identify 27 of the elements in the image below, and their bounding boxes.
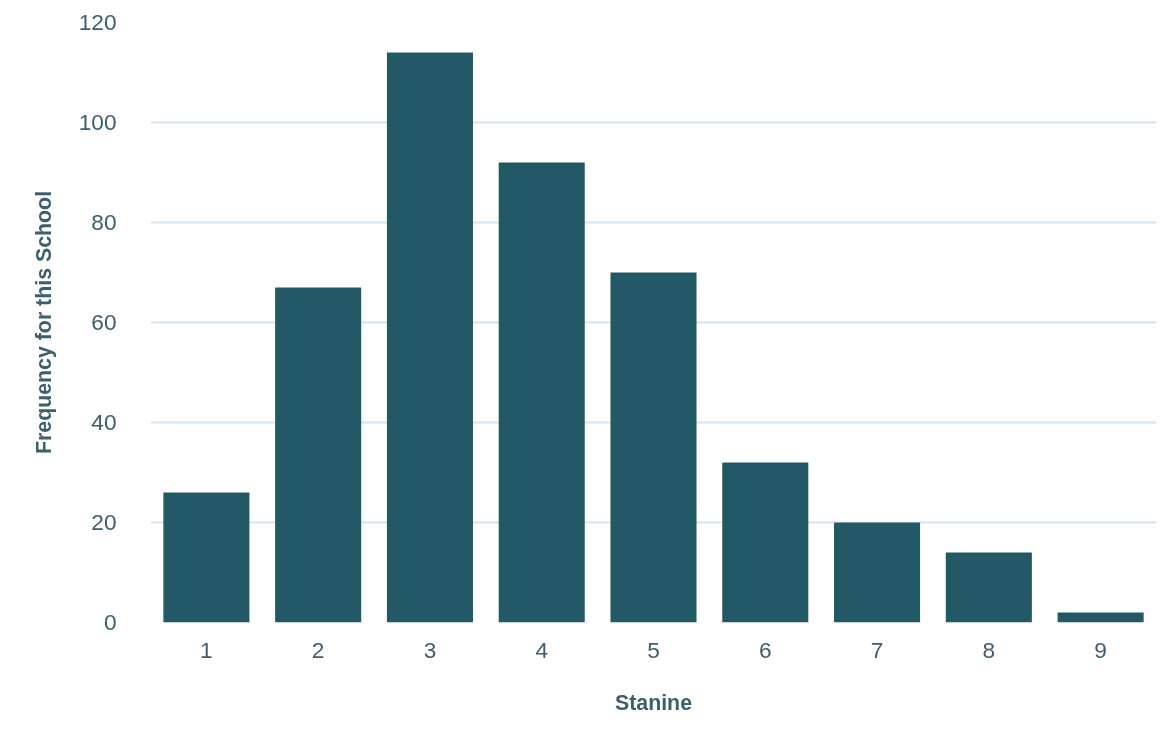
bar <box>610 272 697 623</box>
x-tick-label: 9 <box>1094 636 1107 663</box>
y-tick-label: 60 <box>91 309 117 335</box>
bar <box>386 52 473 623</box>
x-tick-label: 2 <box>311 636 325 663</box>
y-axis-title: Frequency for this School <box>31 190 56 455</box>
x-tick-label: 6 <box>758 636 772 663</box>
y-tick-label: 100 <box>78 109 117 135</box>
x-tick-label: 3 <box>423 636 437 663</box>
x-tick-label: 5 <box>647 636 660 663</box>
x-tick-label: 4 <box>535 636 549 663</box>
bar <box>163 492 250 623</box>
y-tick-label: 80 <box>91 209 117 235</box>
y-tick-label: 120 <box>78 9 117 35</box>
bar <box>834 522 921 623</box>
bar <box>1057 612 1144 623</box>
bar <box>498 162 585 623</box>
bar <box>275 287 362 623</box>
x-axis-title: Stanine <box>614 690 693 715</box>
bar <box>945 552 1032 623</box>
y-tick-label: 40 <box>91 409 117 435</box>
x-tick-label: 7 <box>870 636 884 663</box>
y-tick-label: 0 <box>103 609 117 635</box>
y-tick-label: 20 <box>91 509 117 535</box>
x-tick-label: 1 <box>200 636 213 663</box>
x-tick-label: 8 <box>982 636 996 663</box>
bar <box>722 462 809 623</box>
